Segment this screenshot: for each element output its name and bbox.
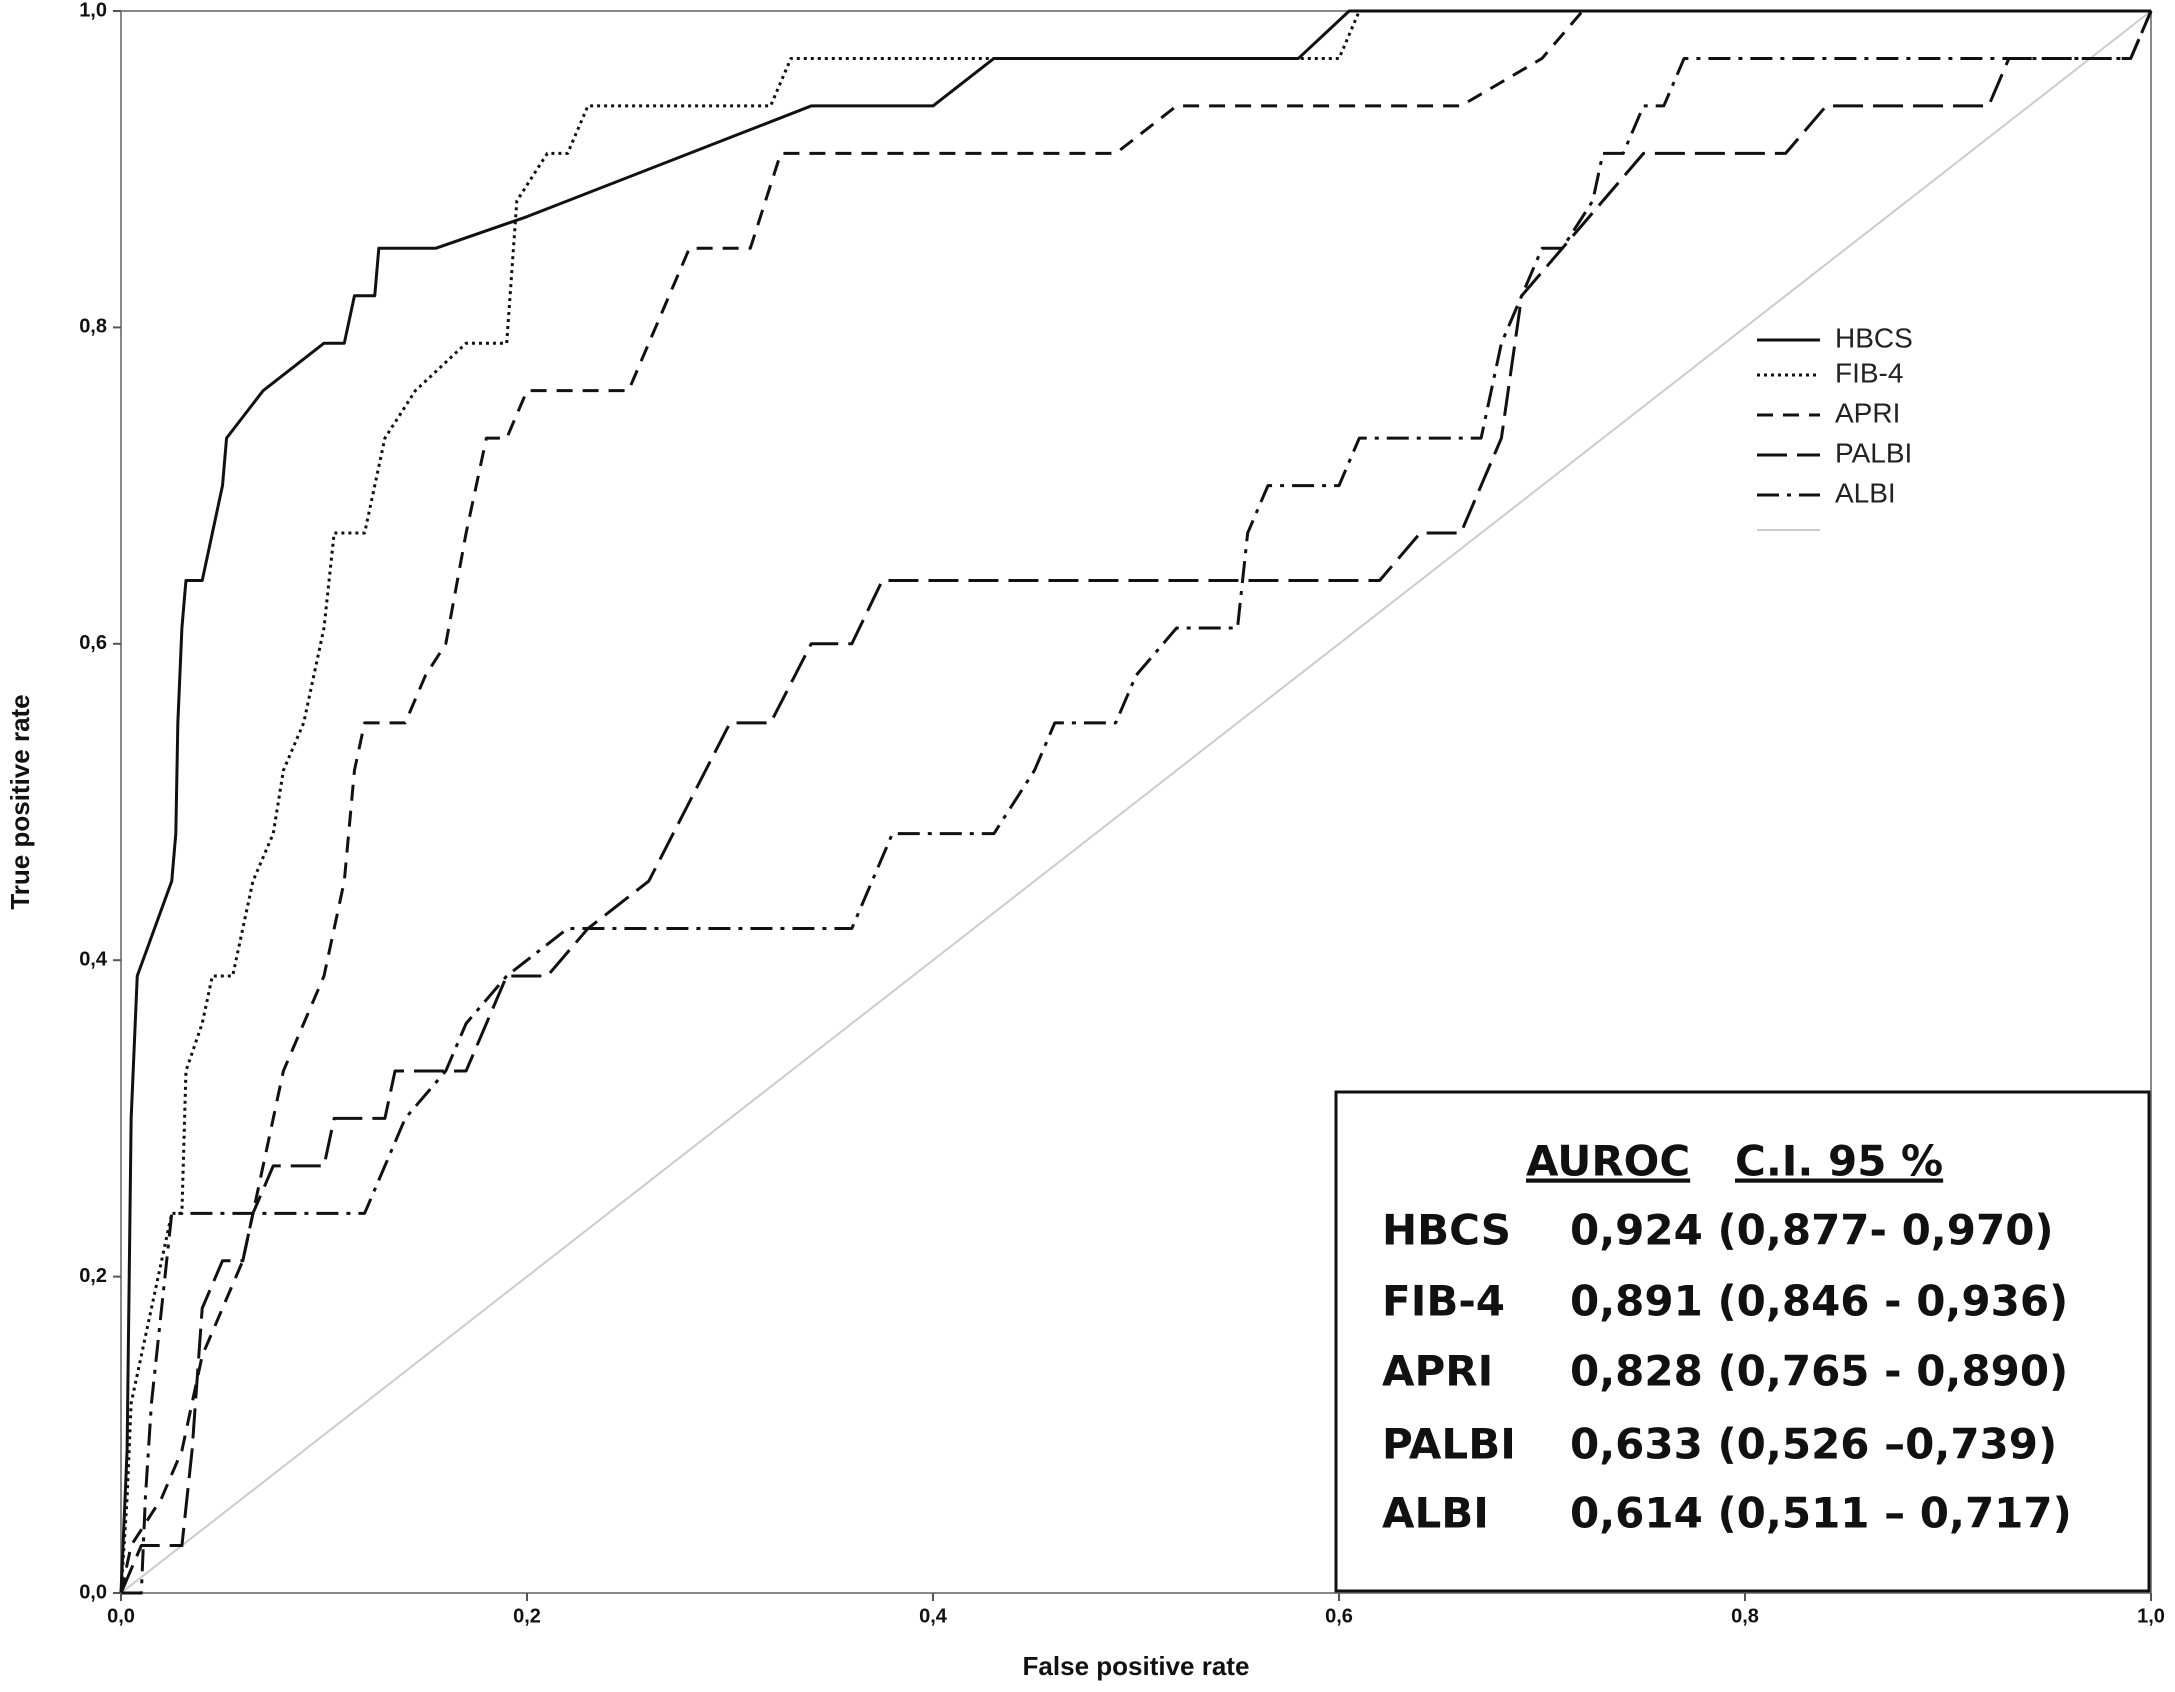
series-layer (119, 9, 2153, 1595)
x-tick-label: 0,6 (1325, 1605, 1353, 1627)
roc-curve (119, 9, 2151, 1594)
box-row-name: FIB-4 (1382, 1277, 1505, 1326)
y-tick-label: 0,0 (79, 1581, 107, 1603)
plot-frame (120, 10, 2152, 1594)
box-row-value: 0,891 (0,846 - 0,936) (1570, 1277, 2068, 1326)
legend-label: ALBI (1835, 477, 1896, 508)
box-row-name: HBCS (1382, 1206, 1511, 1255)
x-tick-label: 0,4 (919, 1605, 948, 1627)
roc-curve (119, 9, 2151, 1594)
y-tick-label: 0,6 (79, 632, 107, 654)
x-tick-label: 0,2 (513, 1605, 541, 1627)
box-header: AUROC (1526, 1137, 1690, 1186)
x-tick-label: 1,0 (2137, 1605, 2165, 1627)
box-row-value: 0,614 (0,511 – 0,717) (1570, 1489, 2072, 1538)
box-row-name: ALBI (1382, 1489, 1489, 1538)
box-row-value: 0,633 (0,526 –0,739) (1570, 1420, 2057, 1469)
y-axis-title: True positive rate (5, 694, 35, 909)
x-tick-label: 0,8 (1731, 1605, 1759, 1627)
box-row-name: APRI (1382, 1347, 1493, 1396)
x-axis-title: False positive rate (1023, 1651, 1250, 1681)
legend-label: PALBI (1835, 437, 1912, 468)
roc-curve (119, 9, 2151, 1594)
box-row-value: 0,924 (0,877- 0,970) (1570, 1206, 2054, 1255)
y-tick-label: 0,2 (79, 1265, 107, 1287)
box-header: C.I. 95 % (1735, 1137, 1943, 1186)
roc-curve (120, 10, 2152, 1594)
auroc-box (1334, 1090, 2151, 1593)
y-tick-label: 0,4 (79, 948, 108, 970)
y-tick-label: 1,0 (79, 0, 107, 21)
y-tick-label: 0,8 (79, 316, 107, 338)
x-tick-label: 0,0 (107, 1605, 135, 1627)
legend-label: HBCS (1835, 322, 1913, 353)
box-row-name: PALBI (1382, 1420, 1516, 1469)
box-row-value: 0,828 (0,765 - 0,890) (1570, 1347, 2068, 1396)
legend-label: FIB-4 (1835, 357, 1903, 388)
legend-label: APRI (1835, 397, 1900, 428)
